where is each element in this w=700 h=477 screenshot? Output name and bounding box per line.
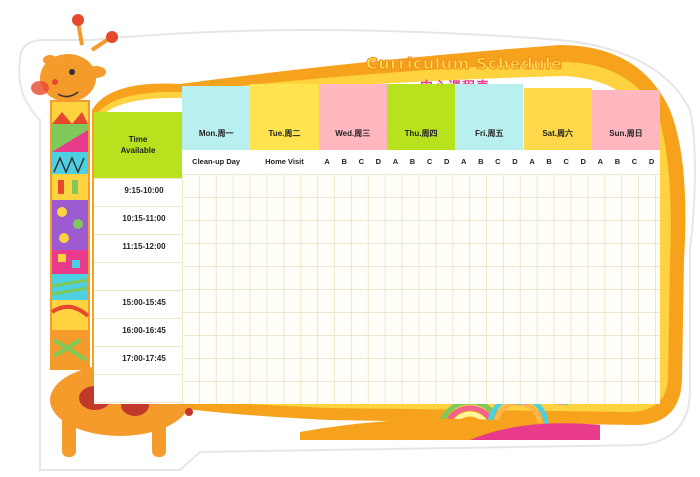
class-letter: C (358, 157, 364, 166)
day-label: Tue.周二 (268, 129, 301, 138)
time-slot: 15:00-15:45 (122, 298, 166, 307)
day-header: Mon.周一 (182, 86, 251, 150)
class-letter: D (648, 157, 655, 166)
class-letter: B (614, 157, 621, 166)
time-slot: 17:00-17:45 (122, 354, 166, 363)
day-header: Tue.周二 (250, 84, 319, 150)
day-header: Wed.周三 (318, 84, 387, 150)
day-label: Mon.周一 (198, 129, 234, 138)
class-letter: A (324, 157, 330, 166)
class-letter: D (580, 157, 586, 166)
day-subheading: Clean-up Day (192, 157, 241, 166)
class-letter: A (597, 157, 604, 166)
day-subheading: Home Visit (265, 157, 304, 166)
class-letter: C (426, 157, 433, 166)
class-letter: A (529, 157, 535, 166)
day-header: Fri.周五 (455, 84, 524, 150)
class-letter: B (341, 157, 347, 166)
class-letter: D (443, 157, 450, 166)
class-letter: C (495, 157, 501, 166)
day-label: Sun.周日 (609, 129, 643, 138)
time-slot: 11:15-12:00 (122, 242, 166, 251)
time-slot: 9:15-10:00 (124, 186, 164, 195)
day-header: Sun.周日 (591, 90, 661, 150)
sub-header-row: Clean-up Day Home Visit A B C D A B C D A B C D A B C D A B… (182, 150, 660, 174)
class-letter: D (512, 157, 518, 166)
class-letter: D (375, 157, 382, 166)
time-slot: 10:15-11:00 (122, 214, 166, 223)
day-header: Sat.周六 (523, 88, 592, 150)
time-slot: 16:00-16:45 (122, 326, 166, 335)
day-label: Fri.周五 (475, 129, 504, 138)
class-letter: B (409, 157, 416, 166)
day-label: Wed.周三 (335, 129, 371, 138)
time-column: 9:15-10:00 10:15-11:00 11:15-12:00 15:00… (94, 178, 182, 404)
day-label: Sat.周六 (542, 129, 573, 138)
class-letter: A (392, 157, 399, 166)
day-label: Thu.周四 (404, 129, 438, 138)
time-heading-line2: Available (120, 146, 156, 155)
class-letter: B (546, 157, 552, 166)
class-letter: C (563, 157, 569, 166)
class-letter: B (478, 157, 484, 166)
schedule-cells (182, 174, 660, 404)
day-header: Thu.周四 (386, 84, 456, 150)
class-letter: A (461, 157, 467, 166)
time-heading-line1: Time (128, 135, 148, 144)
time-available-header: Time Available (94, 112, 182, 178)
class-letter: C (631, 157, 638, 166)
schedule-title-en: Curriculum Schedule (365, 54, 563, 74)
